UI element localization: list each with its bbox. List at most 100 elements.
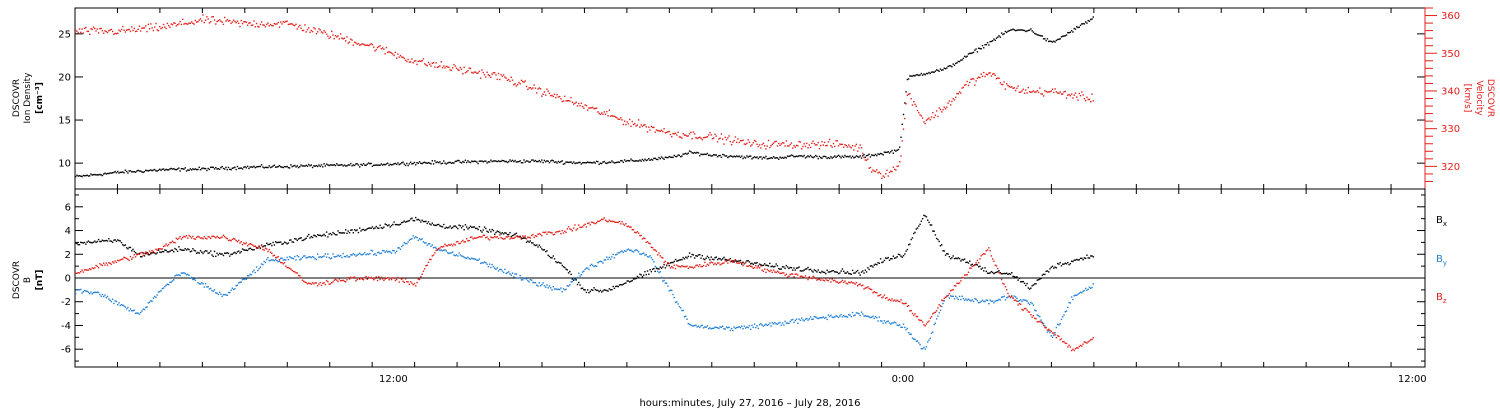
data-point (198, 166, 200, 169)
data-point (1077, 293, 1079, 295)
data-point (477, 72, 479, 74)
data-point (159, 168, 161, 170)
data-point (1027, 302, 1030, 304)
data-point (231, 253, 234, 255)
data-point (814, 154, 817, 157)
data-point (1034, 91, 1036, 93)
data-point (691, 266, 693, 268)
data-point (343, 280, 346, 282)
data-point (441, 246, 444, 248)
data-point (77, 243, 79, 246)
data-point (459, 225, 462, 227)
data-point (1049, 331, 1051, 334)
data-point (1041, 274, 1044, 276)
data-point (464, 72, 467, 74)
data-point (892, 255, 895, 257)
data-point (141, 310, 143, 312)
data-point (152, 250, 155, 253)
data-point (299, 24, 301, 27)
data-point (699, 253, 701, 256)
data-point (539, 161, 542, 163)
data-point (896, 149, 898, 151)
data-point (980, 48, 982, 50)
data-point (309, 256, 311, 258)
data-point (658, 156, 660, 159)
data-point (369, 277, 371, 279)
data-point (806, 156, 808, 158)
data-point (236, 20, 239, 22)
data-point (337, 164, 339, 166)
data-point (75, 242, 77, 244)
data-point (578, 102, 580, 105)
data-point (529, 240, 532, 242)
data-point (384, 223, 386, 225)
data-point (869, 288, 872, 290)
data-point (865, 154, 868, 157)
data-point (388, 164, 390, 167)
data-point (1060, 93, 1063, 95)
data-point (856, 269, 859, 272)
data-point (464, 159, 467, 161)
data-point (444, 67, 446, 69)
data-point (193, 249, 195, 252)
data-point (752, 263, 754, 266)
data-point (230, 168, 232, 171)
data-point (888, 259, 891, 261)
data-point (384, 278, 386, 280)
data-point (402, 56, 404, 58)
data-point (134, 256, 137, 258)
data-point (679, 155, 682, 158)
data-point (725, 259, 728, 261)
data-point (406, 242, 408, 245)
data-point (914, 231, 916, 234)
data-point (758, 323, 761, 326)
data-point (150, 300, 152, 302)
data-point (111, 241, 114, 243)
data-point (599, 113, 602, 116)
data-point (118, 302, 120, 304)
data-point (636, 275, 639, 278)
data-point (240, 281, 242, 283)
data-point (678, 259, 681, 261)
svg-text:Bx: Bx (1436, 215, 1447, 228)
data-point (574, 278, 576, 281)
data-point (802, 270, 804, 272)
data-point (1009, 273, 1012, 275)
data-point (636, 124, 639, 126)
data-point (1053, 334, 1055, 336)
data-point (1003, 272, 1005, 275)
data-point (345, 165, 347, 167)
data-point (478, 160, 481, 162)
data-point (439, 249, 441, 252)
data-point (421, 219, 423, 222)
data-point (846, 146, 849, 148)
data-point (970, 52, 972, 55)
data-point (231, 167, 234, 169)
data-point (1018, 302, 1021, 305)
data-point (164, 249, 166, 251)
data-point (837, 282, 840, 284)
data-point (834, 279, 836, 282)
data-point (212, 290, 214, 293)
data-point (975, 298, 977, 301)
data-point (907, 78, 910, 80)
data-point (361, 254, 363, 256)
data-point (271, 244, 273, 247)
data-point (353, 41, 356, 43)
data-point (478, 258, 481, 260)
data-point (860, 147, 863, 149)
data-point (562, 163, 565, 165)
data-point (353, 164, 356, 167)
data-point (80, 175, 82, 177)
data-point (421, 60, 423, 62)
data-point (984, 75, 986, 78)
data-point (532, 233, 534, 236)
data-point (357, 277, 360, 279)
data-point (334, 278, 337, 281)
data-point (743, 143, 746, 145)
data-point (651, 258, 654, 261)
data-point (374, 277, 376, 280)
data-point (246, 165, 249, 167)
data-point (473, 226, 476, 228)
data-point (529, 278, 532, 281)
